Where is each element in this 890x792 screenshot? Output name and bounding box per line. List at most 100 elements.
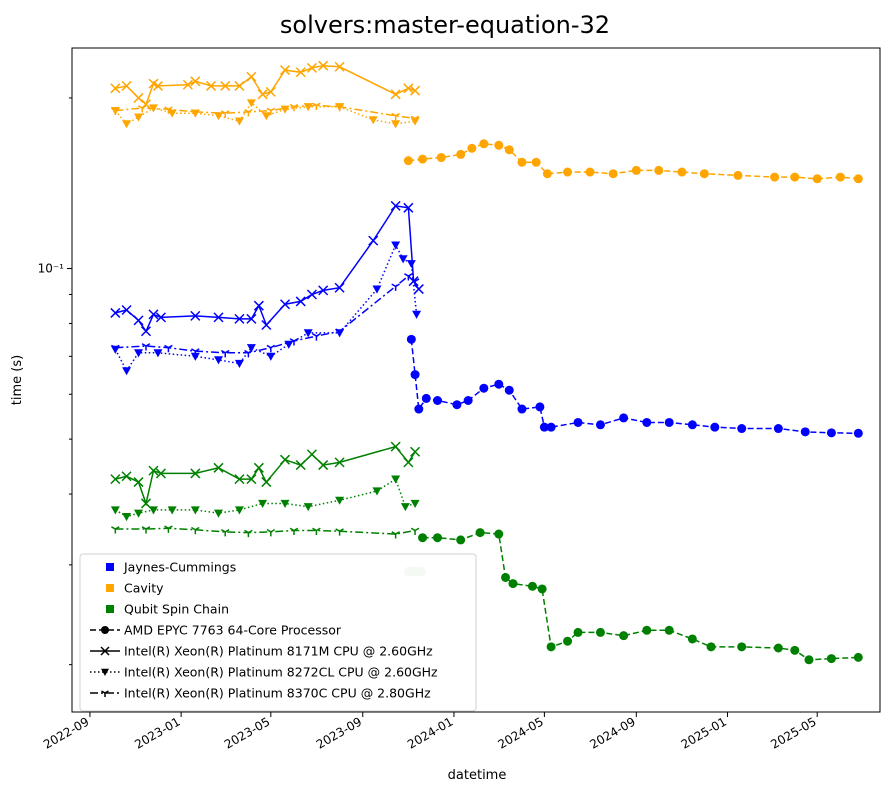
data-point — [527, 581, 537, 591]
data-point — [312, 333, 321, 341]
data-point — [335, 528, 344, 536]
data-point — [804, 655, 814, 665]
data-point — [390, 200, 401, 211]
legend-swatch — [106, 563, 114, 571]
data-point — [826, 654, 836, 664]
data-point — [110, 506, 120, 515]
data-point — [153, 349, 163, 358]
data-point — [334, 282, 345, 293]
data-point — [214, 112, 224, 121]
data-point — [234, 474, 245, 485]
data-point — [531, 157, 541, 167]
data-point — [190, 310, 201, 321]
data-point — [266, 107, 276, 116]
data-point — [167, 109, 177, 118]
legend-label: Jaynes-Cummings — [123, 560, 236, 575]
data-point — [537, 584, 547, 594]
data-point — [494, 379, 504, 389]
data-point — [155, 312, 166, 323]
data-point — [220, 349, 230, 358]
data-point — [312, 102, 321, 110]
data-point — [261, 477, 272, 488]
data-point — [289, 338, 299, 346]
data-point — [452, 400, 462, 410]
data-point — [664, 417, 674, 427]
data-point — [182, 79, 193, 90]
legend-label: AMD EPYC 7763 64-Core Processor — [124, 623, 342, 638]
data-point — [790, 172, 800, 182]
series-line — [115, 477, 416, 518]
data-point — [280, 499, 290, 508]
data-point — [318, 285, 329, 296]
data-point — [494, 529, 504, 539]
data-point — [654, 165, 664, 175]
data-point — [190, 506, 200, 515]
data-point — [148, 309, 159, 320]
data-point — [279, 299, 291, 310]
data-point — [335, 328, 344, 336]
data-point — [318, 60, 329, 71]
data-point — [504, 385, 514, 395]
data-point — [573, 417, 583, 427]
data-point — [475, 528, 485, 538]
y-axis-label: time (s) — [10, 355, 25, 405]
data-point — [190, 352, 200, 361]
data-point — [835, 172, 845, 182]
data-point — [573, 627, 583, 637]
data-point — [141, 526, 151, 534]
data-point — [773, 424, 783, 434]
data-point — [213, 312, 224, 323]
data-point — [111, 107, 120, 116]
data-point — [585, 167, 595, 177]
data-point — [133, 315, 144, 326]
data-point — [190, 76, 201, 87]
data-point — [456, 535, 466, 545]
data-point — [853, 652, 863, 662]
data-point — [244, 108, 253, 117]
data-point — [433, 395, 443, 405]
data-point — [214, 356, 224, 365]
data-point — [687, 420, 697, 430]
data-point — [398, 255, 408, 264]
data-point — [246, 99, 256, 108]
data-point — [501, 572, 511, 582]
data-point — [121, 304, 132, 316]
data-point — [295, 296, 306, 307]
data-point — [244, 349, 253, 358]
data-point — [318, 460, 329, 471]
data-point — [403, 202, 414, 213]
data-point — [265, 86, 276, 97]
data-point — [234, 117, 244, 126]
data-point — [412, 310, 422, 319]
data-point — [479, 139, 489, 149]
data-point — [677, 167, 687, 177]
series-11 — [418, 528, 863, 665]
data-point — [372, 487, 382, 496]
data-point — [306, 449, 317, 460]
data-point — [253, 462, 264, 473]
data-point — [253, 300, 264, 311]
data-point — [391, 120, 401, 129]
data-point — [110, 307, 121, 318]
data-point — [790, 645, 800, 655]
data-point — [134, 349, 144, 358]
series-line — [115, 445, 416, 507]
series-3 — [403, 139, 863, 184]
data-point — [391, 475, 401, 484]
data-point — [391, 112, 400, 121]
data-point — [535, 402, 545, 412]
data-point — [368, 235, 379, 246]
data-point — [167, 506, 177, 515]
data-point — [133, 92, 144, 103]
data-point — [190, 468, 201, 479]
legend-swatch — [106, 605, 114, 613]
data-point — [220, 110, 230, 118]
series-6 — [111, 273, 420, 358]
data-point — [234, 313, 245, 324]
data-point — [406, 334, 416, 344]
data-point — [479, 383, 489, 393]
data-point — [220, 80, 231, 91]
data-point — [404, 273, 413, 281]
data-point — [403, 457, 414, 468]
data-point — [261, 112, 271, 121]
